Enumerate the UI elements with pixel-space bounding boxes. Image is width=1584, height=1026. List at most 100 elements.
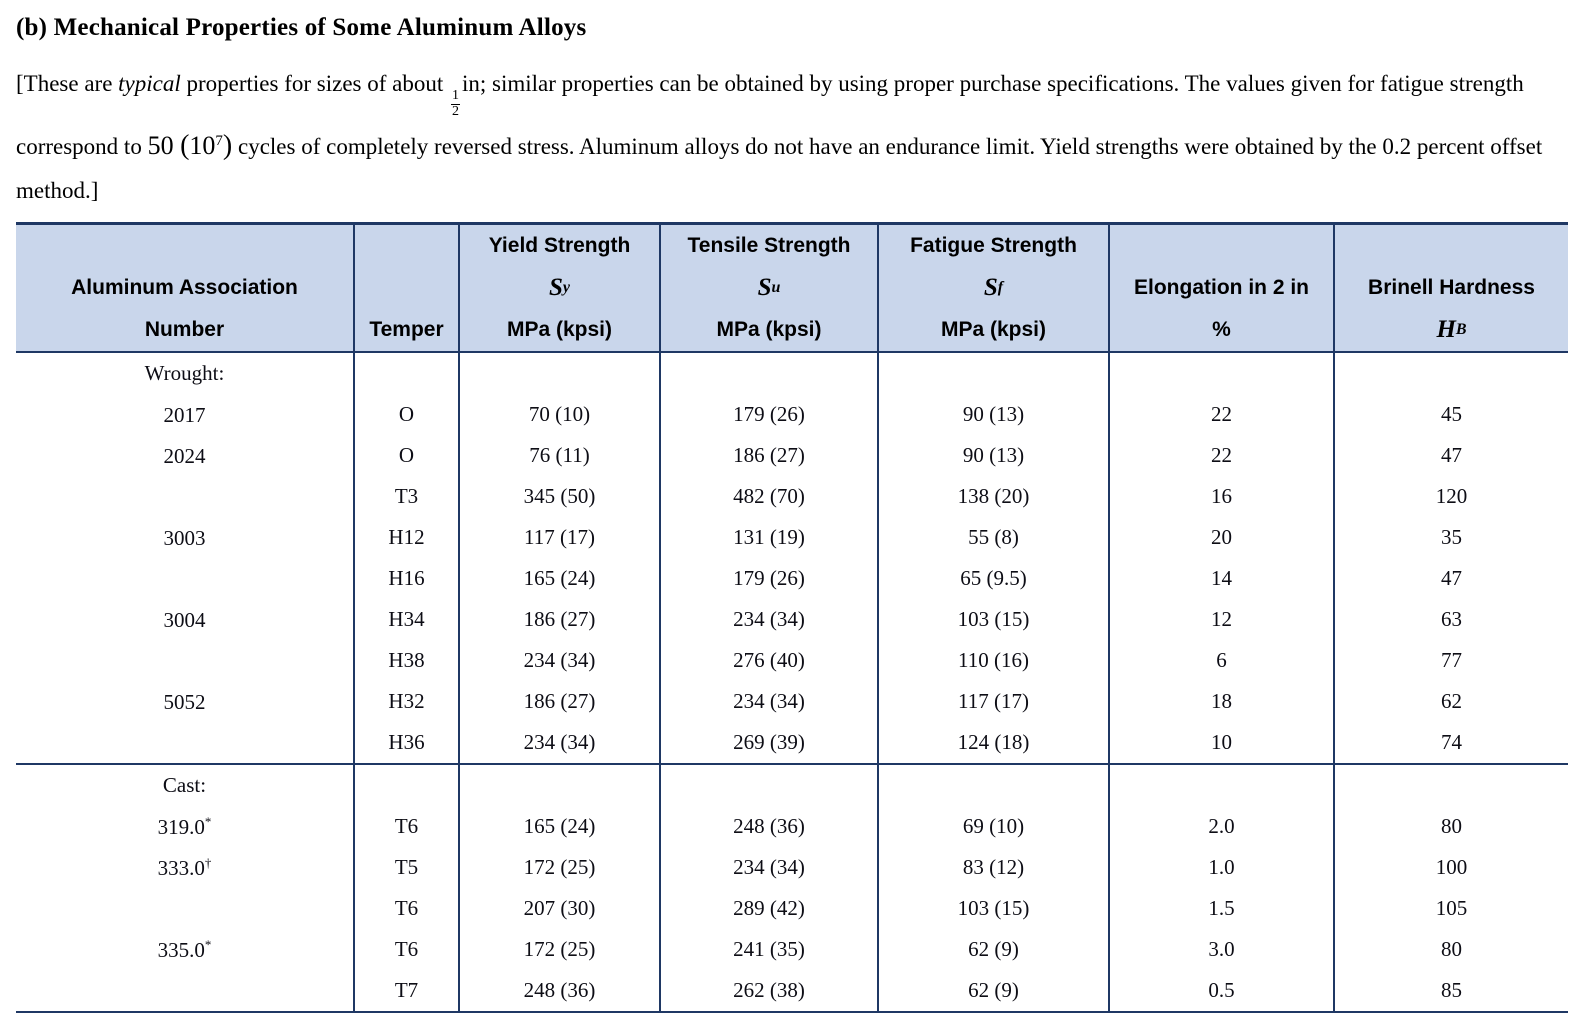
cell-yield: 76 (11) bbox=[458, 435, 660, 477]
header-tensile-units: MPa (kpsi) bbox=[716, 318, 822, 342]
cell-temper: T6 bbox=[353, 806, 459, 848]
cell-yield: 172 (25) bbox=[458, 847, 660, 889]
cell-elongation: 14 bbox=[1108, 558, 1334, 600]
cycles-body: 10 bbox=[189, 131, 216, 161]
cell-temper: T6 bbox=[353, 888, 459, 930]
cell-alloy: 5052 bbox=[163, 689, 206, 714]
cell-elongation: 22 bbox=[1108, 435, 1334, 477]
cell-elongation: 10 bbox=[1108, 722, 1334, 765]
cell-alloy bbox=[16, 558, 354, 599]
cell-temper: H36 bbox=[353, 722, 459, 765]
cell-tensile: 234 (34) bbox=[659, 681, 878, 723]
intro-emphasis: typical bbox=[118, 71, 181, 96]
cell-brinell: 47 bbox=[1333, 435, 1568, 477]
cell-elongation: 12 bbox=[1108, 599, 1334, 641]
cell-yield: 234 (34) bbox=[458, 640, 660, 682]
table-row: H38 234 (34) 276 (40) 110 (16) 6 77 bbox=[16, 640, 1568, 682]
header-yield-units: MPa (kpsi) bbox=[506, 318, 613, 342]
cell-alloy: 2024 bbox=[163, 443, 206, 468]
cell-temper: T3 bbox=[353, 476, 459, 518]
fraction-numerator: 1 bbox=[452, 88, 460, 103]
header-alloy-line2: Number bbox=[144, 318, 225, 342]
cell-elongation: 16 bbox=[1108, 476, 1334, 518]
cell-elongation: 1.5 bbox=[1108, 888, 1334, 930]
aluminum-properties-table: Aluminum Association Number Temper Yield… bbox=[16, 222, 1568, 1014]
section-row-wrought: Wrought: bbox=[16, 352, 1568, 395]
cell-brinell: 80 bbox=[1333, 806, 1568, 848]
cell-tensile: 482 (70) bbox=[659, 476, 878, 518]
cell-brinell: 77 bbox=[1333, 640, 1568, 682]
cell-tensile: 248 (36) bbox=[659, 806, 878, 848]
cell-temper: H38 bbox=[353, 640, 459, 682]
cell-temper: O bbox=[353, 435, 459, 477]
cell-yield: 70 (10) bbox=[458, 394, 660, 436]
cell-alloy bbox=[16, 640, 354, 681]
cell-fatigue: 55 (8) bbox=[877, 517, 1109, 559]
header-elongation: Elongation in 2 in % bbox=[1108, 222, 1334, 354]
cell-fatigue: 117 (17) bbox=[877, 681, 1109, 723]
cell-temper: H16 bbox=[353, 558, 459, 600]
header-alloy-line1: Aluminum Association bbox=[71, 276, 298, 300]
cell-tensile: 179 (26) bbox=[659, 394, 878, 436]
cell-tensile: 276 (40) bbox=[659, 640, 878, 682]
cell-yield: 186 (27) bbox=[458, 599, 660, 641]
cell-elongation: 22 bbox=[1108, 394, 1334, 436]
cell-alloy bbox=[16, 888, 354, 929]
cell-brinell: 63 bbox=[1333, 599, 1568, 641]
cell-brinell: 85 bbox=[1333, 970, 1568, 1014]
header-elongation-units: % bbox=[1212, 318, 1231, 342]
cell-fatigue: 138 (20) bbox=[877, 476, 1109, 518]
footnote-mark: * bbox=[204, 813, 212, 829]
table-row: T6 207 (30) 289 (42) 103 (15) 1.5 105 bbox=[16, 888, 1568, 930]
cell-temper: H32 bbox=[353, 681, 459, 723]
cell-tensile: 269 (39) bbox=[659, 722, 878, 765]
cell-fatigue: 69 (10) bbox=[877, 806, 1109, 848]
cell-elongation: 20 bbox=[1108, 517, 1334, 559]
cell-fatigue: 62 (9) bbox=[877, 970, 1109, 1014]
table-row: 319.0* T6 165 (24) 248 (36) 69 (10) 2.0 … bbox=[16, 806, 1568, 848]
cell-fatigue: 103 (15) bbox=[877, 888, 1109, 930]
footnote-mark: * bbox=[204, 936, 212, 952]
cell-brinell: 45 bbox=[1333, 394, 1568, 436]
cell-yield: 165 (24) bbox=[458, 806, 660, 848]
cell-brinell: 120 bbox=[1333, 476, 1568, 518]
cell-brinell: 62 bbox=[1333, 681, 1568, 723]
cell-fatigue: 83 (12) bbox=[877, 847, 1109, 889]
cell-fatigue: 90 (13) bbox=[877, 435, 1109, 477]
table-row: H16 165 (24) 179 (26) 65 (9.5) 14 47 bbox=[16, 558, 1568, 600]
cell-alloy: 335.0* bbox=[157, 936, 212, 962]
cell-yield: 186 (27) bbox=[458, 681, 660, 723]
cell-temper: H12 bbox=[353, 517, 459, 559]
cell-yield: 172 (25) bbox=[458, 929, 660, 971]
section-label: Wrought: bbox=[144, 361, 225, 386]
cell-fatigue: 90 (13) bbox=[877, 394, 1109, 436]
intro-text-2: properties for sizes of about bbox=[180, 71, 450, 96]
cell-fatigue: 103 (15) bbox=[877, 599, 1109, 641]
cell-elongation: 1.0 bbox=[1108, 847, 1334, 889]
section-row-cast: Cast: bbox=[16, 763, 1568, 807]
table-row: 5052 H32 186 (27) 234 (34) 117 (17) 18 6… bbox=[16, 681, 1568, 723]
cycles-exponent: 7 bbox=[215, 133, 223, 150]
cell-brinell: 74 bbox=[1333, 722, 1568, 765]
cell-elongation: 0.5 bbox=[1108, 970, 1334, 1014]
table-row: 3004 H34 186 (27) 234 (34) 103 (15) 12 6… bbox=[16, 599, 1568, 641]
cell-alloy: 2017 bbox=[163, 402, 206, 427]
cell-alloy: 333.0† bbox=[157, 854, 212, 880]
header-elongation-title: Elongation in 2 in bbox=[1134, 276, 1309, 300]
intro-text-4: cycles of completely reversed stress. Al… bbox=[16, 134, 1543, 204]
header-temper-label: Temper bbox=[369, 318, 444, 342]
cell-alloy: 3004 bbox=[163, 607, 206, 632]
cell-yield: 234 (34) bbox=[458, 722, 660, 765]
cell-temper: O bbox=[353, 394, 459, 436]
cell-temper: T7 bbox=[353, 970, 459, 1014]
table-row: T3 345 (50) 482 (70) 138 (20) 16 120 bbox=[16, 476, 1568, 518]
cell-tensile: 179 (26) bbox=[659, 558, 878, 600]
cell-tensile: 289 (42) bbox=[659, 888, 878, 930]
